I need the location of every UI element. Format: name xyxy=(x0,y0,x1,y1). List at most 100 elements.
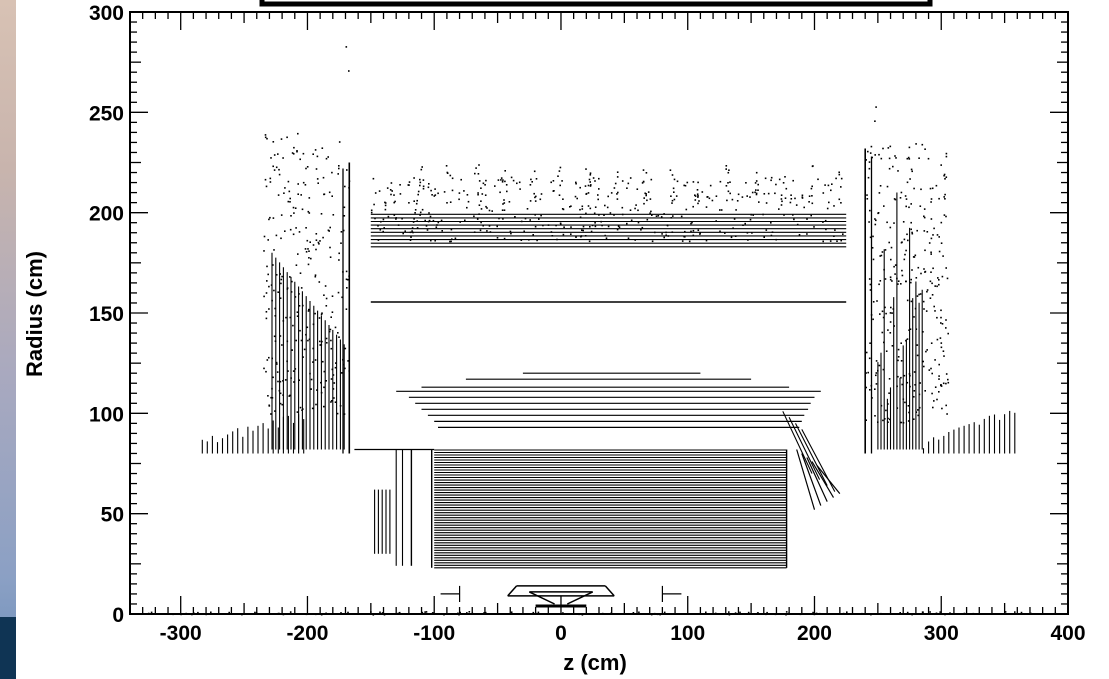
outer-barrel-hit-421 xyxy=(382,218,385,221)
outer-barrel-hit-180 xyxy=(833,205,835,207)
endcap-neg-hit-743 xyxy=(348,275,350,277)
outer-barrel-hit-129 xyxy=(634,239,636,241)
endcap-neg-hit-841 xyxy=(344,347,347,350)
endcap-neg-hit-875 xyxy=(294,207,297,209)
outer-barrel-hit-281 xyxy=(591,224,594,227)
endcap-pos-hit-1086 xyxy=(938,197,940,200)
outer-barrel-hit-438 xyxy=(582,229,584,232)
endcap-pos-hit-1061 xyxy=(933,305,935,308)
endcap-pos-hit-1274 xyxy=(936,234,939,236)
outer-barrel-hit-287 xyxy=(741,196,744,198)
outer-barrel-hit-415 xyxy=(749,196,751,198)
outer-barrel-hit-313 xyxy=(485,179,487,182)
endcap-pos-hit-1175 xyxy=(940,385,943,387)
endcap-neg-hit-759 xyxy=(285,316,287,319)
endcap-neg-hit-917 xyxy=(293,146,295,149)
endcap-pos-hit-1129 xyxy=(918,393,921,396)
endcap-neg-hit-706 xyxy=(289,316,292,319)
endcap-pos-hit-1231 xyxy=(928,369,931,371)
endcap-neg-hit-928 xyxy=(310,378,313,381)
outer-barrel-hit-487 xyxy=(575,236,577,238)
outer-barrel-spike-599 xyxy=(808,195,811,197)
endcap-neg-hit-897 xyxy=(270,413,272,415)
outer-barrel-hit-263 xyxy=(670,217,673,219)
outer-barrel-spike-598 xyxy=(782,182,785,184)
endcap-neg-hit-938 xyxy=(312,347,314,350)
endcap-pos-hit-1059 xyxy=(906,233,908,236)
outer-barrel-hit-288 xyxy=(466,194,469,196)
endcap-pos-hit-1221 xyxy=(913,371,916,373)
endcap-neg-hit-836 xyxy=(284,379,287,381)
endcap-neg-hit-728 xyxy=(268,308,270,310)
outer-barrel-spike-516 xyxy=(421,166,423,168)
outer-barrel-hit-387 xyxy=(427,186,430,189)
outer-barrel-hit-316 xyxy=(770,234,773,237)
endcap-pos-hit-1276 xyxy=(941,323,944,325)
y-tick-label: 0 xyxy=(112,604,124,627)
outer-barrel-hit-378 xyxy=(715,195,718,197)
beam-hit-1369 xyxy=(939,611,941,613)
outer-barrel-spike-529 xyxy=(477,173,480,175)
endcap-pos-hit-1285 xyxy=(940,384,942,386)
endcap-neg-hit-707 xyxy=(289,276,291,278)
endcap-pos-hit-1304 xyxy=(875,106,877,108)
outer-barrel-hit-315 xyxy=(672,215,674,217)
outer-barrel-spike-522 xyxy=(445,165,448,167)
endcap-pos-hit-1191 xyxy=(897,283,899,285)
outer-barrel-hit-486 xyxy=(824,184,826,186)
outer-barrel-hit-214 xyxy=(480,200,482,202)
endcap-neg-hit-802 xyxy=(263,235,266,238)
endcap-pos-hit-1038 xyxy=(875,219,877,222)
endcap-pos-hit-1305 xyxy=(874,120,876,122)
outer-barrel-spike-579 xyxy=(697,195,699,197)
outer-barrel-hit-257 xyxy=(450,240,452,243)
endcap-neg-hit-816 xyxy=(312,244,315,246)
endcap-pos-hit-1151 xyxy=(867,371,869,374)
endcap-neg-hit-807 xyxy=(271,397,274,399)
outer-barrel-hit-177 xyxy=(629,177,632,179)
outer-barrel-hit-337 xyxy=(691,221,693,224)
outer-barrel-hit-90 xyxy=(425,225,428,227)
outer-barrel-hit-490 xyxy=(552,190,555,192)
endcap-neg-hit-779 xyxy=(291,349,293,351)
endcap-neg-hit-656 xyxy=(319,240,321,242)
outer-barrel-hit-455 xyxy=(482,224,484,227)
outer-barrel-spike-549 xyxy=(562,198,564,200)
outer-barrel-hit-273 xyxy=(409,231,412,234)
outer-barrel-hit-503 xyxy=(589,181,591,183)
outer-barrel-hit-329 xyxy=(822,221,824,223)
endcap-neg-hit-774 xyxy=(295,264,298,266)
endcap-neg-hit-660 xyxy=(343,206,346,209)
outer-barrel-hit-454 xyxy=(692,205,694,208)
outer-barrel-spike-537 xyxy=(503,202,506,204)
endcap-pos-hit-1232 xyxy=(888,241,890,244)
outer-barrel-hit-394 xyxy=(467,200,470,203)
endcap-pos-hit-1169 xyxy=(920,272,922,275)
outer-barrel-hit-479 xyxy=(676,180,679,183)
outer-barrel-hit-188 xyxy=(692,229,695,232)
outer-barrel-hit-365 xyxy=(770,179,772,182)
endcap-pos-hit-1107 xyxy=(893,222,895,224)
x-tick-label: -200 xyxy=(286,622,328,645)
outer-barrel-hit-256 xyxy=(827,184,830,187)
outer-barrel-spike-607 xyxy=(840,177,843,180)
endcap-pos-hit-1244 xyxy=(890,258,892,261)
outer-barrel-hit-294 xyxy=(384,208,387,211)
endcap-pos-hit-1211 xyxy=(945,155,948,158)
outer-barrel-hit-105 xyxy=(451,177,454,180)
outer-barrel-spike-539 xyxy=(533,170,536,173)
endcap-neg-hit-856 xyxy=(304,248,307,250)
outer-barrel-spike-528 xyxy=(477,192,479,194)
endcap-neg-hit-764 xyxy=(273,289,275,292)
endcap-pos-hit-1239 xyxy=(887,417,889,420)
outer-barrel-hit-324 xyxy=(661,233,663,235)
endcap-pos-hit-1210 xyxy=(925,310,928,312)
outer-barrel-spike-526 xyxy=(449,174,452,177)
outer-barrel-hit-161 xyxy=(711,199,714,202)
endcap-pos-hit-1076 xyxy=(938,279,940,281)
endcap-neg-hit-767 xyxy=(305,333,307,336)
endcap-neg-hit-671 xyxy=(312,323,315,326)
outer-barrel-hit-252 xyxy=(588,240,591,243)
endcap-neg-hit-869 xyxy=(338,165,340,167)
endcap-pos-hit-1080 xyxy=(909,374,911,377)
